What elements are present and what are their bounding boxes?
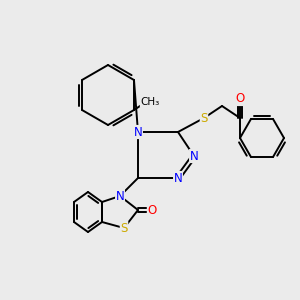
Text: N: N bbox=[174, 172, 182, 184]
Text: N: N bbox=[134, 125, 142, 139]
Text: S: S bbox=[120, 221, 128, 235]
Text: N: N bbox=[190, 149, 198, 163]
Text: CH₃: CH₃ bbox=[140, 97, 160, 107]
Text: O: O bbox=[147, 203, 157, 217]
Text: O: O bbox=[236, 92, 244, 106]
Text: N: N bbox=[116, 190, 124, 202]
Text: S: S bbox=[200, 112, 208, 124]
